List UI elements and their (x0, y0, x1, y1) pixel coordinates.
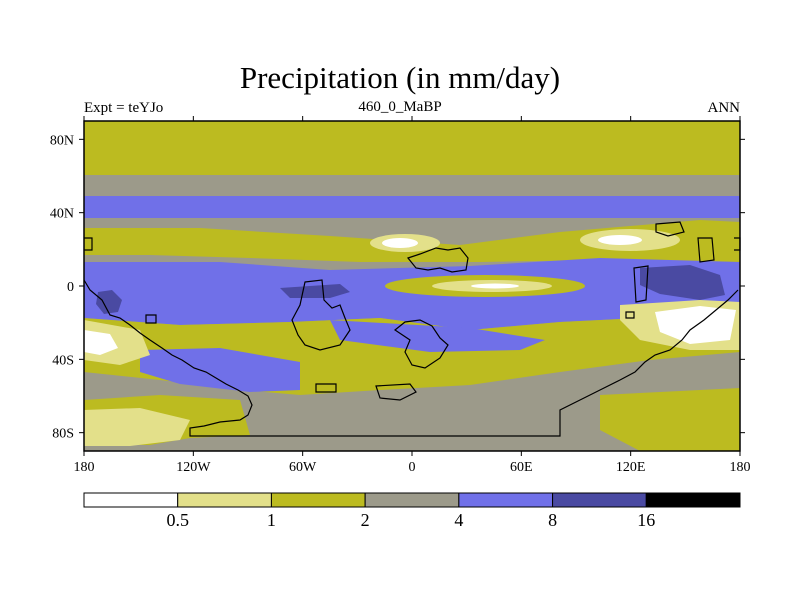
lat-tick-label: 80S (52, 427, 74, 442)
lat-tick-label: 0 (67, 280, 74, 295)
lon-tick-label: 120W (176, 460, 211, 475)
colorbar-label: 2 (361, 510, 370, 530)
southwest-dry-inner (84, 330, 118, 355)
plot-title: Precipitation (in mm/day) (239, 60, 561, 95)
southeast-dry-inner (655, 306, 736, 344)
lat-tick-label: 40S (52, 353, 74, 368)
lon-tick-label: 60E (510, 460, 533, 475)
lat-tick-label: 80N (50, 133, 74, 148)
north-midlat-band (84, 196, 740, 218)
central-island-2 (393, 319, 449, 369)
colorbar-label: 8 (548, 510, 557, 530)
north-pacific-dry-inner (382, 238, 418, 248)
colorbar-swatch (552, 492, 647, 508)
lon-tick-label: 180 (74, 460, 95, 475)
latitude-axis: 80N 40N 0 40S 80S (50, 133, 745, 442)
east-island-2 (655, 221, 685, 237)
south-island-2 (375, 383, 417, 401)
colorbar-swatch (177, 492, 272, 508)
colorbar-swatch (458, 492, 554, 508)
colorbar-swatch (83, 492, 179, 508)
north-subtropical-dry (84, 220, 740, 262)
period-label: 460_0_MaBP (358, 99, 442, 115)
season-label: ANN (707, 100, 741, 116)
experiment-label: Expt = teYJo (84, 100, 164, 116)
colorbar-label: 16 (637, 510, 655, 530)
colorbar-label: 4 (454, 510, 463, 530)
precip-field (84, 121, 740, 451)
colorbar-label: 1 (267, 510, 276, 530)
south-island-1 (315, 383, 337, 393)
east-dry-inner (598, 235, 642, 245)
very-wet-cell-center (280, 284, 350, 298)
north-island-cluster (406, 247, 469, 273)
east-island-3 (697, 237, 715, 263)
colorbar-swatch (270, 492, 366, 508)
lon-tick-label: 60W (289, 460, 317, 475)
colorbar-swatch (364, 492, 460, 508)
continent-outlines (83, 221, 741, 437)
tropical-dry-tongue-inner (471, 283, 519, 289)
tropical-wet-belt (84, 258, 740, 330)
lon-tick-label: 180 (730, 460, 751, 475)
antarctic-dry-core (84, 408, 190, 446)
antarctic-land (84, 395, 740, 451)
arctic-band (84, 121, 740, 175)
southern-pacific-wet (330, 320, 545, 352)
west-island-2 (145, 314, 157, 324)
longitude-axis: 180 120W 60W 0 60E 120E 180 (74, 116, 751, 475)
central-island-1 (291, 279, 351, 351)
west-island-1 (84, 237, 93, 251)
lat-tick-label: 40N (50, 207, 74, 222)
colorbar-label: 0.5 (166, 510, 189, 530)
lon-tick-label: 0 (409, 460, 416, 475)
east-island-4 (625, 311, 635, 319)
very-wet-cell-east (640, 265, 725, 300)
gondwana-outline (83, 279, 739, 437)
antarctic-east-dry (600, 388, 740, 451)
colorbar: 0.5 1 2 4 8 16 (83, 492, 741, 530)
lon-tick-label: 120E (616, 460, 646, 475)
very-wet-cell-west (96, 290, 122, 314)
colorbar-swatch (645, 492, 741, 508)
east-island-1 (633, 265, 649, 303)
